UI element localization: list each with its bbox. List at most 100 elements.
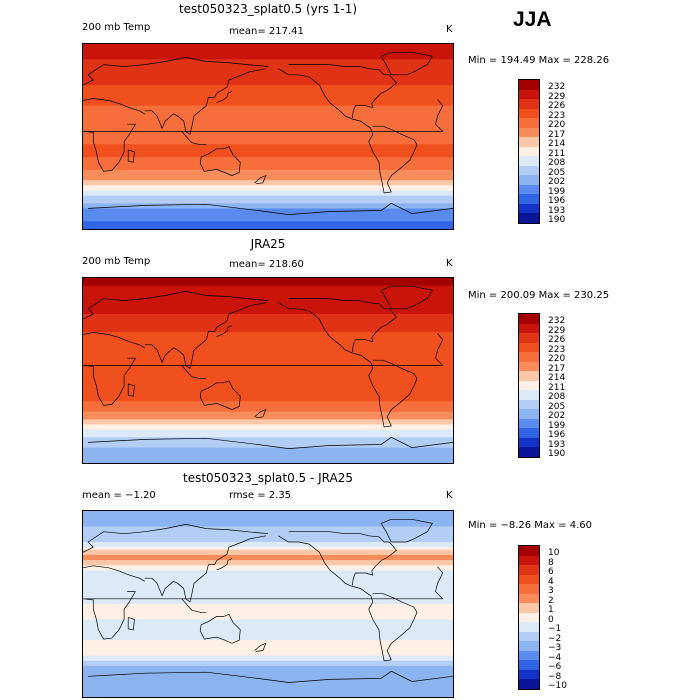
field-band	[83, 151, 453, 156]
field-band	[83, 365, 453, 369]
field-band	[83, 437, 453, 441]
field-band	[83, 90, 453, 94]
colorbar-swatch	[519, 631, 539, 642]
field-band	[83, 429, 453, 433]
colorbar-tick-label: 10	[548, 548, 560, 558]
colorbar-tick-label: 229	[548, 325, 566, 336]
field-band	[83, 79, 453, 84]
field-band	[83, 432, 453, 436]
field-band	[83, 539, 453, 543]
colorbar-swatch	[519, 660, 539, 670]
colorbar-tick-label: −10	[548, 681, 567, 692]
field-band	[83, 169, 453, 174]
field-band	[83, 198, 453, 202]
field-band	[83, 388, 453, 392]
field-band	[83, 393, 453, 397]
field-band	[83, 523, 453, 528]
colorbar-swatch	[519, 555, 539, 566]
colorbar-tick-label: 208	[548, 158, 566, 169]
colorbar-swatch	[519, 409, 539, 419]
field-band	[83, 349, 453, 354]
colorbar-tick-label: 193	[548, 205, 566, 216]
field-band	[83, 131, 453, 135]
coastline	[88, 670, 453, 683]
field-band	[83, 123, 453, 127]
panel-3-map	[82, 510, 454, 698]
field-band	[83, 416, 453, 420]
coastline	[254, 642, 267, 652]
colorbar-tick-label: 220	[548, 354, 566, 365]
colorbar-tick-label: 193	[548, 439, 566, 450]
field-band	[83, 419, 453, 423]
field-band	[83, 645, 453, 649]
field-band	[83, 77, 453, 81]
field-band	[83, 580, 453, 584]
field-band	[83, 56, 453, 61]
field-band	[83, 511, 453, 515]
field-band	[83, 283, 453, 287]
colorbar-swatch	[519, 213, 539, 223]
field-band	[83, 316, 453, 320]
coastline	[83, 57, 269, 86]
field-band	[83, 203, 453, 207]
field-band	[83, 691, 453, 696]
coastline	[278, 302, 371, 363]
field-band	[83, 344, 453, 348]
field-band	[83, 421, 453, 426]
field-band	[83, 383, 453, 387]
colorbar-swatch	[519, 399, 539, 410]
colorbar-tick-label: −4	[548, 652, 562, 663]
field-band	[83, 570, 453, 574]
field-band	[83, 593, 453, 597]
field-band	[83, 133, 453, 138]
field-band	[83, 154, 453, 158]
field-band	[83, 285, 453, 289]
coastline	[83, 99, 444, 172]
field-band	[83, 100, 453, 104]
field-band	[83, 447, 453, 451]
field-band	[83, 653, 453, 657]
panel-2-units: K	[446, 258, 453, 269]
field-band	[83, 82, 453, 86]
panel-2-mean: mean= 218.60	[229, 259, 304, 270]
field-band	[83, 367, 453, 372]
field-band	[83, 629, 453, 634]
colorbar-tick-label: 190	[548, 215, 566, 226]
field-band	[83, 516, 453, 520]
colorbar-swatch	[519, 380, 539, 391]
colorbar-tick-label: 208	[548, 392, 566, 403]
field-band	[83, 306, 453, 310]
field-band	[83, 113, 453, 117]
field-band	[83, 126, 453, 130]
panel-1-map-svg	[83, 44, 453, 229]
field-band	[83, 177, 453, 181]
coastline	[144, 302, 266, 369]
colorbar-swatch	[519, 146, 539, 157]
field-band	[83, 74, 453, 79]
field-band	[83, 190, 453, 194]
field-band	[83, 324, 453, 328]
coastline	[254, 408, 267, 419]
colorbar-swatch	[519, 137, 539, 147]
field-band	[83, 616, 453, 621]
field-band	[83, 342, 453, 346]
panel-1-units: K	[446, 24, 453, 35]
field-band	[83, 655, 453, 659]
field-band	[83, 298, 453, 302]
colorbar-swatch	[519, 184, 539, 195]
field-band	[83, 619, 453, 623]
coastline	[83, 291, 269, 320]
colorbar-swatch	[519, 342, 539, 353]
field-band	[83, 624, 453, 628]
field-band	[83, 434, 453, 438]
field-band	[83, 54, 453, 58]
colorbar-tick-label: 223	[548, 110, 566, 121]
panel-3-mean: mean = −1.20	[82, 490, 156, 501]
colorbar-swatch	[519, 127, 539, 138]
field-band	[83, 326, 453, 330]
field-band	[83, 121, 453, 125]
field-band	[83, 554, 453, 559]
colorbar-swatch	[519, 437, 539, 448]
panel-1-variable-label: 200 mb Temp	[82, 22, 151, 33]
field-band	[83, 313, 453, 318]
